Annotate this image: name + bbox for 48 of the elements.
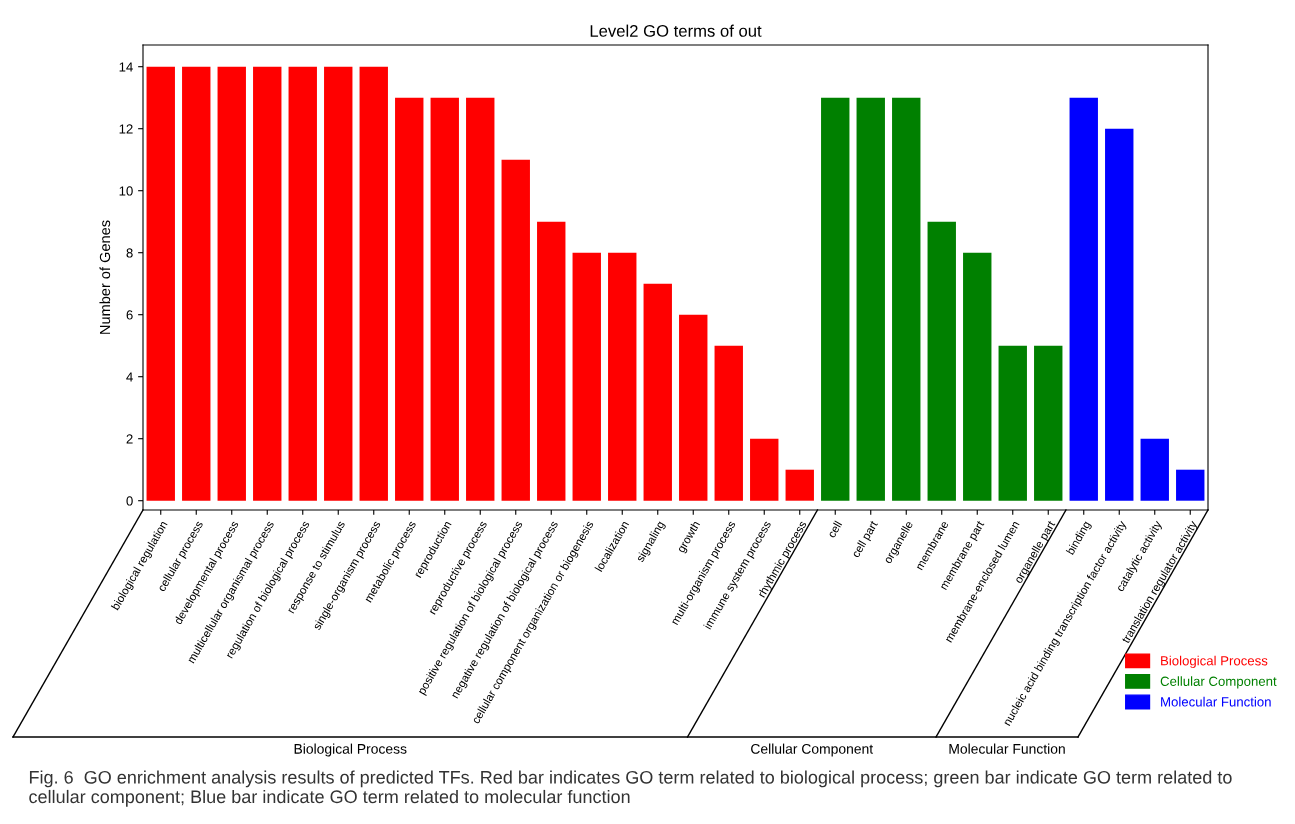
bar [714,345,743,501]
bar [998,345,1027,501]
bar [1069,97,1098,501]
bar [537,221,566,501]
bar [324,66,353,501]
bar [146,66,175,501]
bar [572,252,601,501]
bar [395,97,424,501]
text: Molecular Function [949,743,1065,754]
text: Biological Process [294,743,407,757]
bar [927,221,956,501]
x-tick-label: cell [826,520,843,539]
bar [217,66,246,501]
y-tick-label: 12 [119,124,133,134]
bar [501,159,530,501]
y-tick-label: 6 [126,310,133,320]
bar [785,469,814,501]
bar [963,252,992,501]
bar [679,314,708,501]
y-tick-label: 4 [126,372,133,382]
bar [892,97,921,501]
y-tick-label: 14 [119,62,133,72]
bar [430,97,459,501]
caption: Fig. 6 GO enrichment analysis results of predicted TFs. Red bar indicates GO term related to biological process; green bar indicate GO term related to cellular component; Blue bar indicate GO term related to molecular function [29,770,1232,807]
bar [608,252,637,501]
bar [1105,128,1134,501]
bar [253,66,282,501]
bar [856,97,885,501]
bar [288,66,317,501]
y-tick-label: 10 [119,186,133,196]
bar [821,97,850,501]
bar [750,438,779,501]
legend-label: Biological Process [1161,655,1268,669]
bar [1140,438,1169,501]
text: Cellular Component [751,743,874,757]
bar [1034,345,1063,501]
legend-label: Molecular Function [1161,696,1271,707]
bar [1176,469,1205,501]
y-tick-label: 8 [126,248,133,258]
bar [466,97,495,501]
y-axis-title: Number of Genes [99,220,111,334]
bar [182,66,211,501]
bar [359,66,388,501]
legend-label: Cellular Component [1160,676,1277,689]
y-tick-label: 0 [126,496,133,506]
bar [643,283,672,501]
chart-title: Level2 GO terms of out [590,24,762,37]
y-tick-label: 2 [126,434,133,444]
